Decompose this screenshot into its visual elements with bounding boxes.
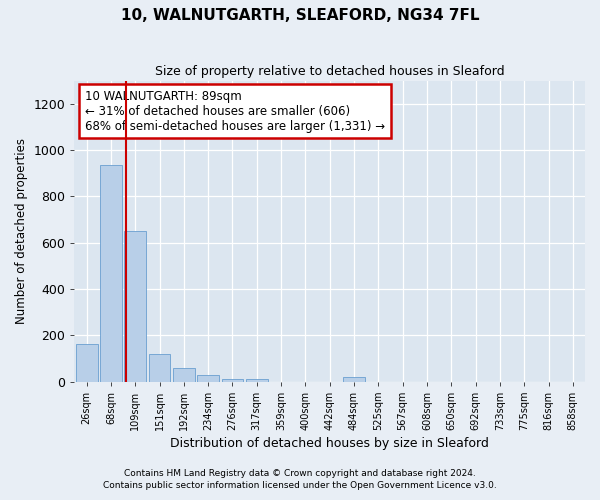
Title: Size of property relative to detached houses in Sleaford: Size of property relative to detached ho…: [155, 65, 505, 78]
Bar: [149, 354, 170, 382]
Text: 10, WALNUTGARTH, SLEAFORD, NG34 7FL: 10, WALNUTGARTH, SLEAFORD, NG34 7FL: [121, 8, 479, 22]
Text: 10 WALNUTGARTH: 89sqm
← 31% of detached houses are smaller (606)
68% of semi-det: 10 WALNUTGARTH: 89sqm ← 31% of detached …: [85, 90, 385, 132]
Bar: [246, 378, 268, 382]
Bar: [221, 378, 244, 382]
Bar: [100, 165, 122, 382]
Bar: [197, 375, 219, 382]
Bar: [124, 231, 146, 382]
Bar: [173, 368, 195, 382]
Text: Contains HM Land Registry data © Crown copyright and database right 2024.
Contai: Contains HM Land Registry data © Crown c…: [103, 468, 497, 490]
X-axis label: Distribution of detached houses by size in Sleaford: Distribution of detached houses by size …: [170, 437, 489, 450]
Bar: [76, 344, 98, 382]
Bar: [343, 377, 365, 382]
Y-axis label: Number of detached properties: Number of detached properties: [15, 138, 28, 324]
